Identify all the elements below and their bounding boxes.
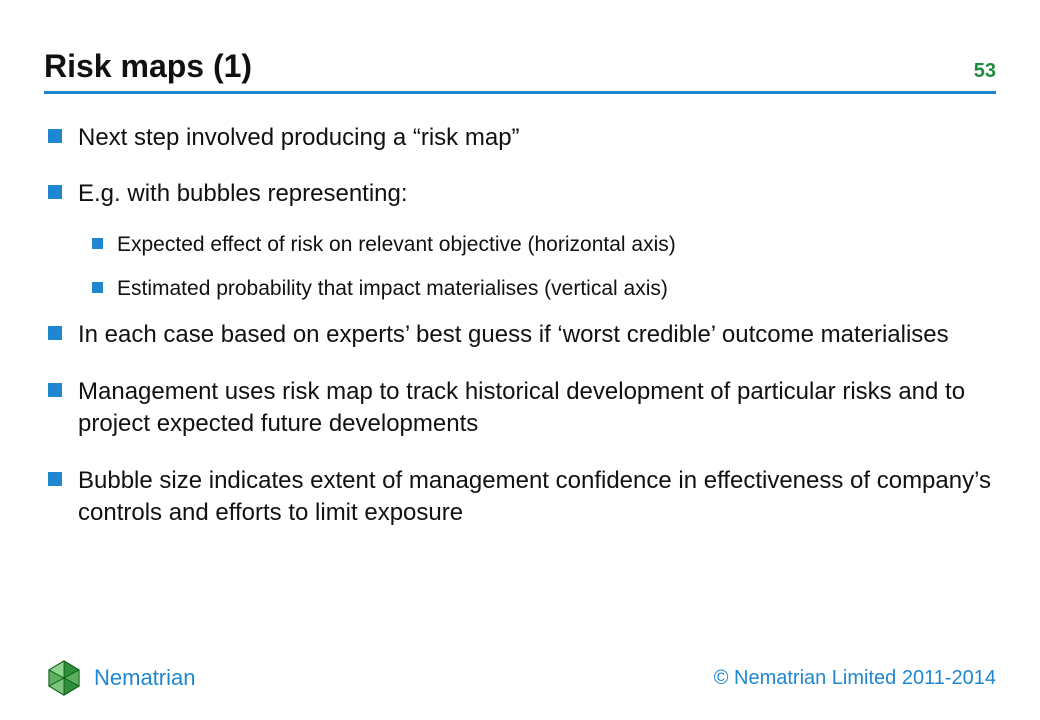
bullet-item: Next step involved producing a “risk map…: [48, 122, 996, 154]
bullet-item: Management uses risk map to track histor…: [48, 376, 996, 441]
bullet-text: Expected effect of risk on relevant obje…: [117, 231, 676, 259]
bullet-square-icon: [92, 282, 103, 293]
copyright-text: © Nematrian Limited 2011-2014: [714, 667, 996, 690]
bullet-square-icon: [48, 129, 62, 143]
slide-footer: Nematrian © Nematrian Limited 2011-2014: [44, 658, 996, 698]
bullet-item: E.g. with bubbles representing:: [48, 178, 996, 210]
bullet-item: In each case based on experts’ best gues…: [48, 319, 996, 351]
sub-bullet-item: Expected effect of risk on relevant obje…: [92, 231, 996, 259]
brand-name: Nematrian: [94, 665, 195, 691]
bullet-text: Estimated probability that impact materi…: [117, 275, 668, 303]
page-number: 53: [974, 60, 996, 83]
bullet-text: Next step involved producing a “risk map…: [78, 122, 520, 154]
nematrian-logo-icon: [44, 658, 84, 698]
bullet-square-icon: [92, 238, 103, 249]
bullet-text: E.g. with bubbles representing:: [78, 178, 408, 210]
sub-bullet-group: Expected effect of risk on relevant obje…: [92, 231, 996, 304]
bullet-square-icon: [48, 326, 62, 340]
slide-header: Risk maps (1) 53: [44, 48, 996, 94]
footer-left: Nematrian: [44, 658, 195, 698]
sub-bullet-item: Estimated probability that impact materi…: [92, 275, 996, 303]
bullet-text: In each case based on experts’ best gues…: [78, 319, 949, 351]
bullet-square-icon: [48, 383, 62, 397]
bullet-square-icon: [48, 472, 62, 486]
slide: Risk maps (1) 53 Next step involved prod…: [0, 0, 1040, 720]
bullet-square-icon: [48, 185, 62, 199]
bullet-text: Bubble size indicates extent of manageme…: [78, 465, 996, 530]
slide-title: Risk maps (1): [44, 48, 252, 85]
bullet-item: Bubble size indicates extent of manageme…: [48, 465, 996, 530]
slide-body: Next step involved producing a “risk map…: [44, 122, 996, 529]
bullet-text: Management uses risk map to track histor…: [78, 376, 996, 441]
